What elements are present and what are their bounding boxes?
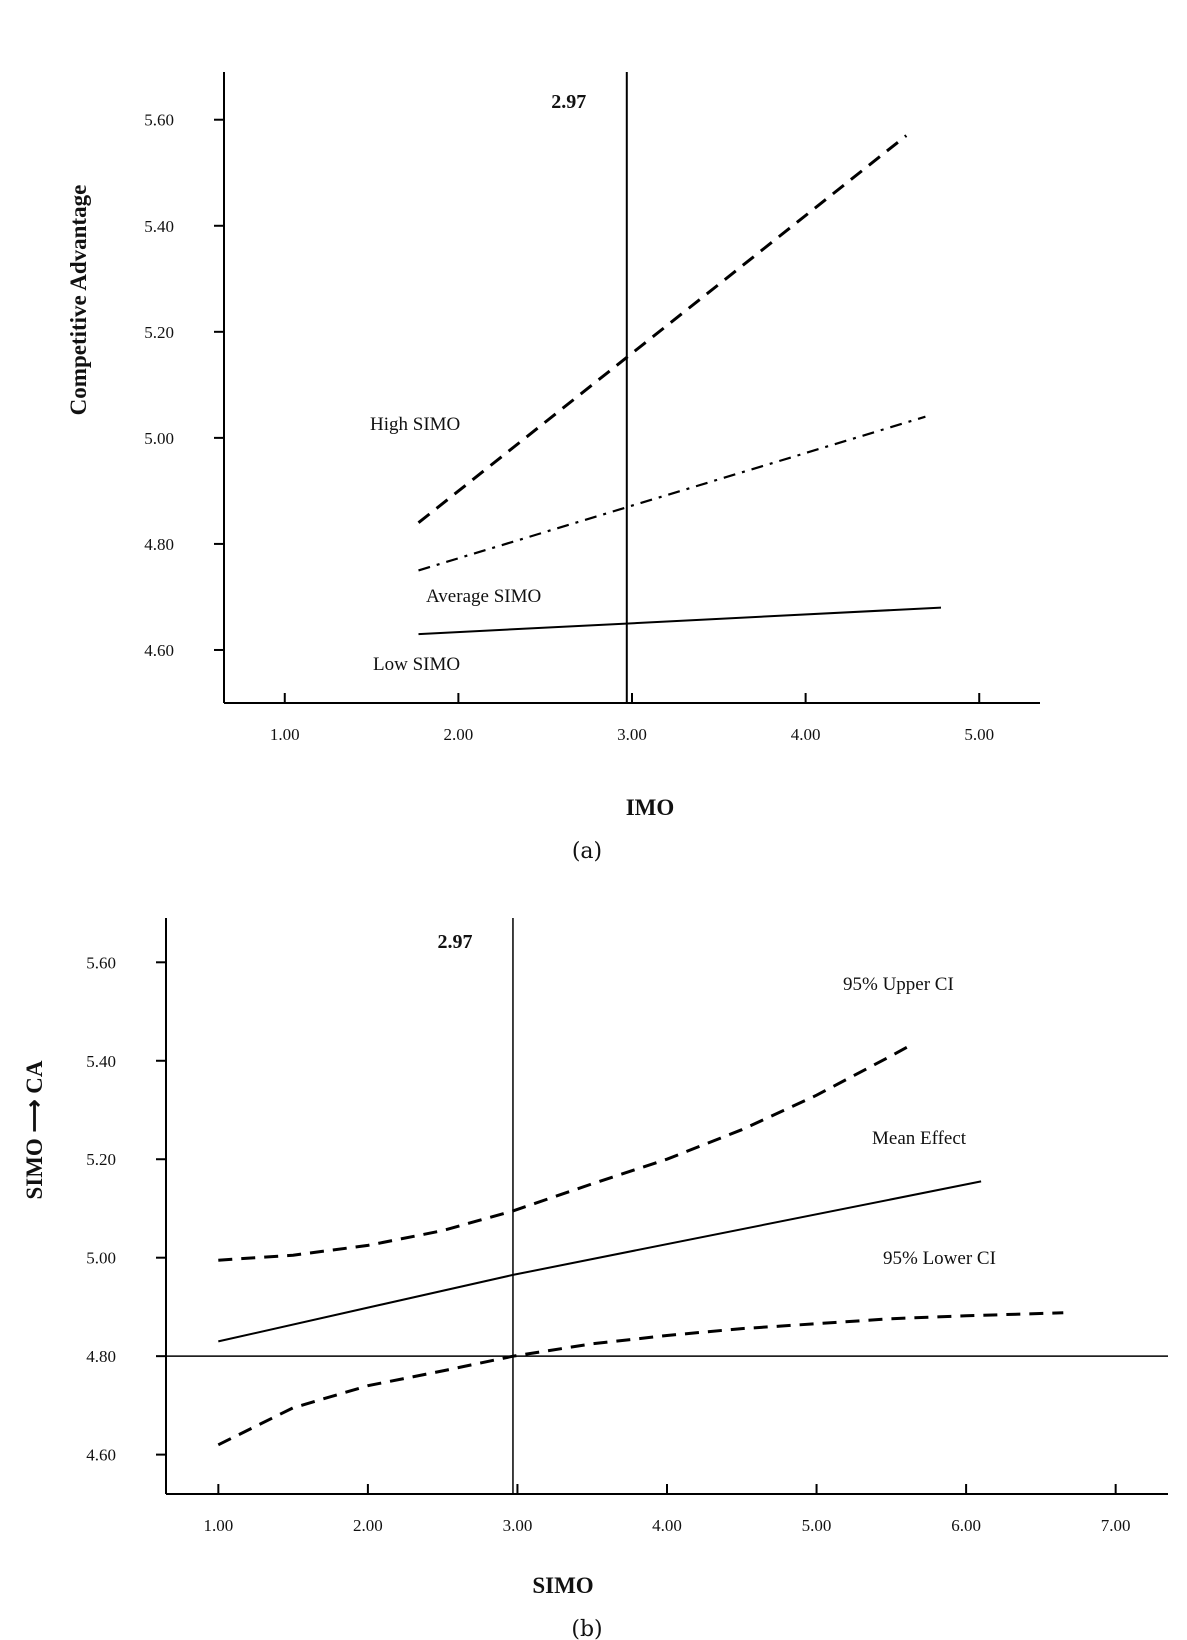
annotation-upper-ci: 95% Upper CI <box>843 974 954 995</box>
panel-b-x-axis-title: SIMO <box>532 1573 593 1598</box>
panel-b-reference-label: 2.97 <box>437 931 472 953</box>
panel-b-y-tick-label: 5.60 <box>86 953 116 972</box>
panel-b-y-axis-title: SIMO ⟶ CA <box>22 1060 47 1199</box>
panel-a-x-tick-label: 1.00 <box>270 725 300 744</box>
panel-b-x-tick-label: 5.00 <box>802 1516 832 1535</box>
panel-b-y-tick-label: 4.60 <box>86 1446 116 1465</box>
panel-a-x-tick-label: 4.00 <box>791 725 821 744</box>
panel-b-x-tick-label: 1.00 <box>203 1516 233 1535</box>
panel-a-y-tick-label: 4.60 <box>144 641 174 660</box>
panel-a-y-axis-title: Competitive Advantage <box>66 185 91 416</box>
panel-b-x-tick-label: 2.00 <box>353 1516 383 1535</box>
panel-a-y-tick-label: 5.60 <box>144 111 174 130</box>
panel-a-y-tick-label: 5.40 <box>144 217 174 236</box>
panel-b-y-tick-label: 4.80 <box>86 1347 116 1366</box>
panel-a-y-tick-label: 5.20 <box>144 323 174 342</box>
panel-a-chart: 1.00 2.00 3.00 4.00 5.00 4.60 4.80 5.00 5.20 5.4… <box>66 72 1040 864</box>
panel-a-x-tick-label: 3.00 <box>617 725 647 744</box>
panel-b-x-tick-label: 7.00 <box>1101 1516 1131 1535</box>
panel-a-reference-label: 2.97 <box>551 91 586 113</box>
series-low-simo <box>418 606 942 636</box>
panel-b-caption: (b) <box>571 1617 602 1640</box>
panel-b-y-tick-label: 5.00 <box>86 1249 116 1268</box>
panel-b-x-tick-label: 4.00 <box>652 1516 682 1535</box>
annotation-average-simo: Average SIMO <box>426 586 541 607</box>
panel-b-x-tick-label: 3.00 <box>503 1516 533 1535</box>
panel-a-x-tick-label: 5.00 <box>964 725 994 744</box>
series-95-upper-ci <box>218 1042 915 1262</box>
annotation-low-simo: Low SIMO <box>373 654 460 675</box>
annotation-high-simo: High SIMO <box>370 414 460 435</box>
series-95-lower-ci <box>217 1311 1064 1447</box>
panel-b-chart: 1.00 2.00 3.00 4.00 5.00 6.00 7.00 4.60 4.80 5.0… <box>22 918 1168 1640</box>
series-mean-effect <box>218 1180 982 1343</box>
panel-b-y-tick-label: 5.20 <box>86 1150 116 1169</box>
panel-b-y-tick-label: 5.40 <box>86 1052 116 1071</box>
panel-a-y-tick-label: 5.00 <box>144 429 174 448</box>
annotation-lower-ci: 95% Lower CI <box>883 1248 996 1269</box>
panel-a-x-tick-label: 2.00 <box>444 725 474 744</box>
annotation-mean-effect: Mean Effect <box>872 1128 967 1149</box>
panel-a-x-axis-title: IMO <box>626 795 675 820</box>
panel-a-caption: (a) <box>572 839 602 864</box>
panel-b-x-tick-label: 6.00 <box>951 1516 981 1535</box>
panel-a-y-tick-label: 4.80 <box>144 535 174 554</box>
series-average-simo <box>418 415 926 572</box>
series-high-simo <box>417 134 908 524</box>
